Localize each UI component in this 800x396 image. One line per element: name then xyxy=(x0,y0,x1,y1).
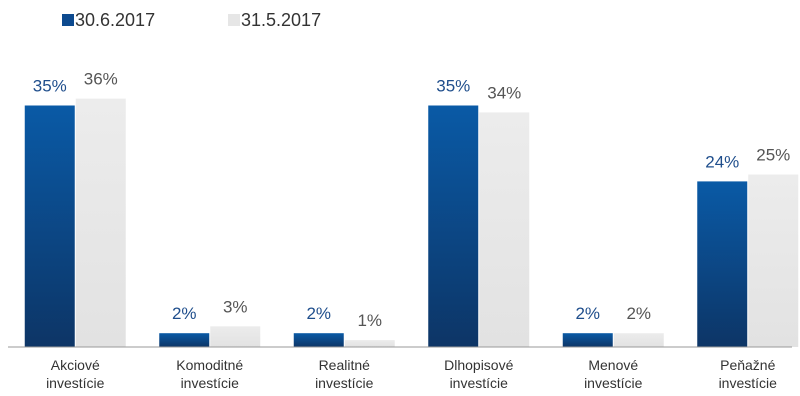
data-label-2-3: 1% xyxy=(357,311,382,330)
data-label-2-5: 2% xyxy=(626,304,651,323)
data-label-1-6: 24% xyxy=(705,152,739,171)
bar-1-3 xyxy=(293,333,344,347)
data-label-1-1: 35% xyxy=(33,77,67,96)
legend-label-2: 31.5.2017 xyxy=(241,10,321,30)
category-label-1: Akciové investície xyxy=(46,357,105,391)
bar-1-1 xyxy=(24,105,75,347)
bar-2-5 xyxy=(613,333,664,347)
bar-1-6 xyxy=(697,181,748,347)
bar-2-3 xyxy=(344,340,395,347)
data-label-1-4: 35% xyxy=(436,77,470,96)
category-label-5: Menové investície xyxy=(584,357,643,391)
legend-swatch-1 xyxy=(62,14,74,26)
data-label-1-3: 2% xyxy=(306,304,331,323)
bar-2-2 xyxy=(210,326,261,347)
data-label-2-6: 25% xyxy=(756,146,790,165)
bar-2-6 xyxy=(748,174,799,347)
bar-1-5 xyxy=(562,333,613,347)
bar-1-2 xyxy=(159,333,210,347)
bar-1-4 xyxy=(428,105,479,347)
legend-swatch-2 xyxy=(228,14,240,26)
category-label-4: Dlhopisové investície xyxy=(444,357,513,391)
data-label-1-5: 2% xyxy=(575,304,600,323)
bar-2-4 xyxy=(479,112,530,348)
bar-2-1 xyxy=(75,98,126,347)
data-label-2-2: 3% xyxy=(223,297,248,316)
data-labels: 35% 36% 2% 3% 2% 1% 35% 34% 2% 2% 24% 25% xyxy=(33,70,791,331)
category-label-2: Komoditné investície xyxy=(176,357,243,391)
category-label-6: Peňažné investície xyxy=(719,357,778,391)
data-label-2-1: 36% xyxy=(84,70,118,89)
bars xyxy=(24,98,799,348)
data-label-2-4: 34% xyxy=(487,83,521,102)
data-label-1-2: 2% xyxy=(172,304,197,323)
category-label-3: Realitné investície xyxy=(315,357,374,391)
legend-label-1: 30.6.2017 xyxy=(75,10,155,30)
legend: 30.6.2017 31.5.2017 xyxy=(62,10,321,30)
category-labels: Akciové investície Komoditné investície Real… xyxy=(46,357,777,391)
